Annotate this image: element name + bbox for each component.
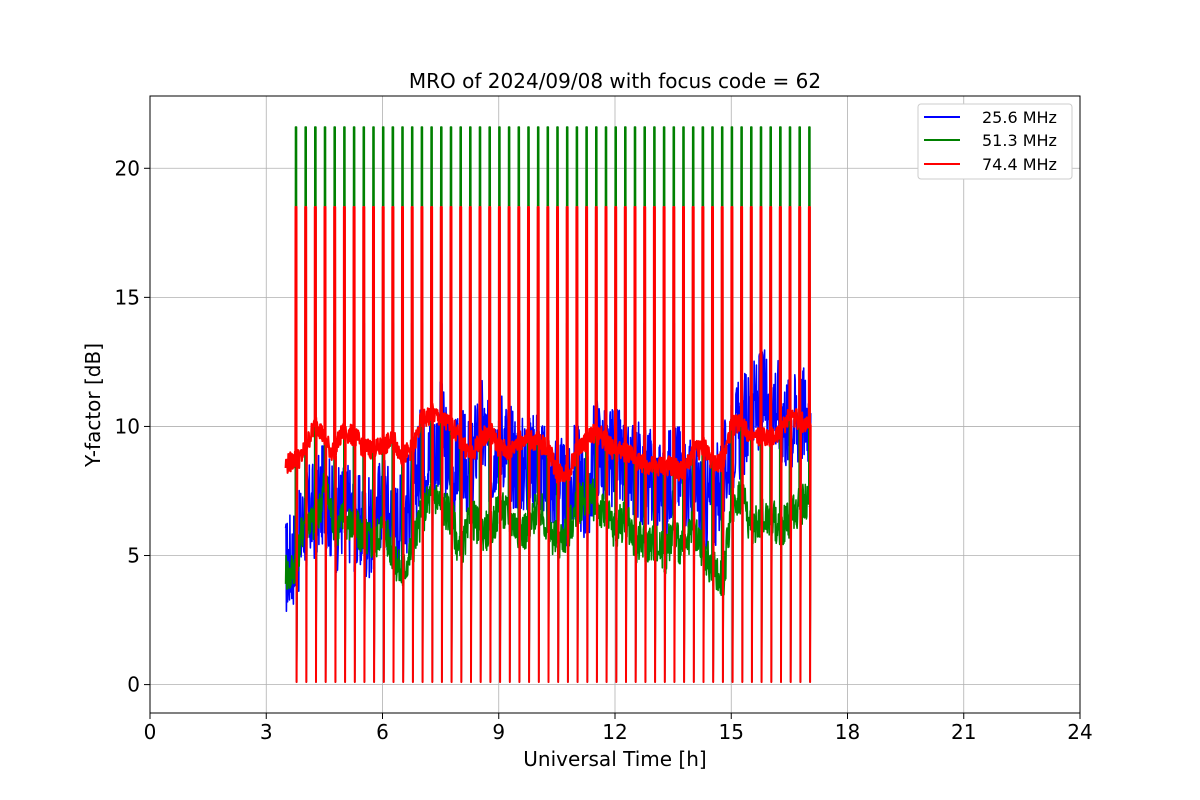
- y-tick-label: 20: [115, 156, 140, 180]
- x-tick-label: 21: [951, 720, 976, 744]
- x-tick-label: 24: [1067, 720, 1092, 744]
- series-layer: [284, 126, 812, 683]
- plot-area: 0 3 6 9 12 15 18 21 24 0 5 10 15 20: [115, 95, 1093, 744]
- legend-label-74-4: 74.4 MHz: [982, 155, 1057, 174]
- x-tick-label: 9: [492, 720, 505, 744]
- y-tick-label: 15: [115, 285, 140, 309]
- x-tick-label: 6: [376, 720, 389, 744]
- x-tick-label: 3: [260, 720, 273, 744]
- chart-title: MRO of 2024/09/08 with focus code = 62: [409, 69, 821, 93]
- legend-label-25-6: 25.6 MHz: [982, 108, 1057, 127]
- x-tick-label: 15: [719, 720, 744, 744]
- legend: 25.6 MHz 51.3 MHz 74.4 MHz: [917, 103, 1073, 180]
- y-tick-label: 10: [115, 414, 140, 438]
- x-tick-label: 0: [144, 720, 157, 744]
- legend-label-51-3: 51.3 MHz: [982, 131, 1057, 150]
- x-axis-label: Universal Time [h]: [523, 747, 706, 771]
- y-tick-label: 5: [127, 544, 140, 568]
- series-line-744: [284, 206, 812, 683]
- x-tick-label: 12: [602, 720, 627, 744]
- y-tick-label: 0: [127, 673, 140, 697]
- x-tick-label: 18: [835, 720, 860, 744]
- legend-box: [917, 103, 1073, 180]
- y-axis-label: Y-factor [dB]: [81, 343, 105, 468]
- tick-layer: 0 3 6 9 12 15 18 21 24 0 5 10 15 20: [115, 156, 1093, 744]
